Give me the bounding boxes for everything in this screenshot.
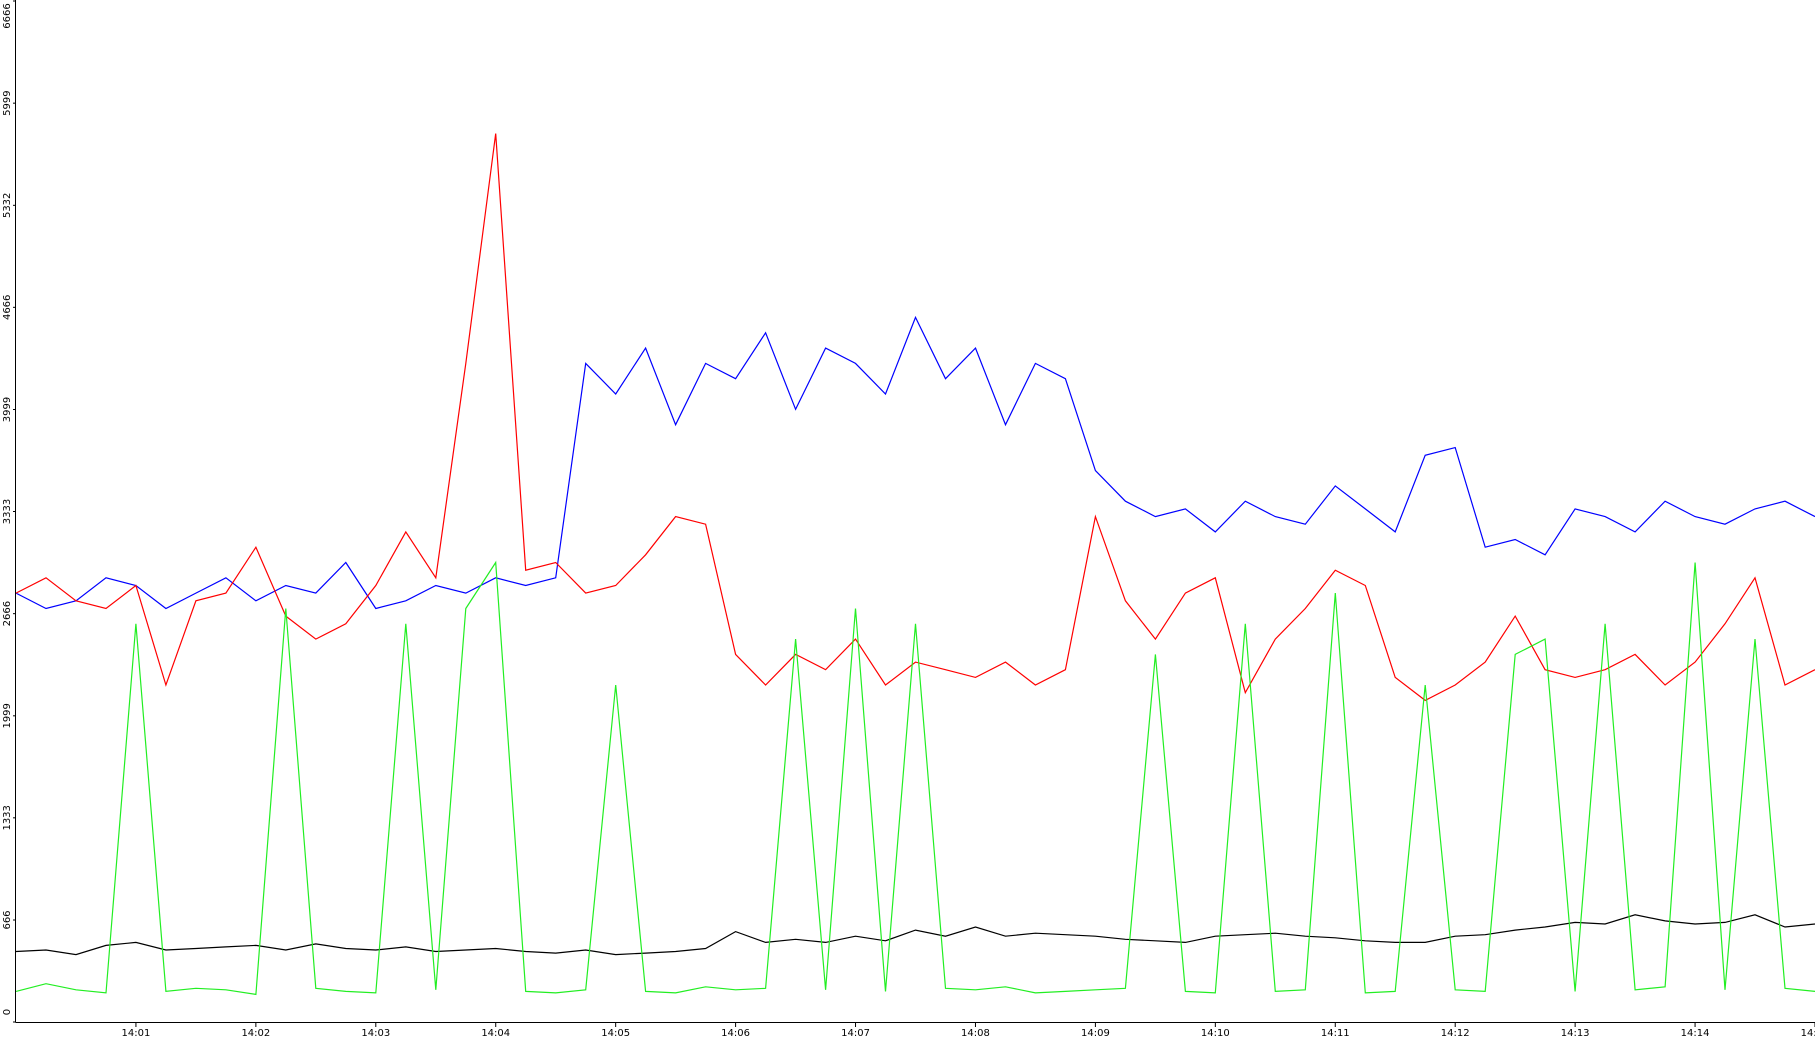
y-tick-label: 666 [2, 910, 13, 929]
x-tick-label: 14:12 [1441, 1028, 1470, 1039]
y-tick-label: 6666 [2, 3, 13, 28]
x-tick-label: 14:10 [1201, 1028, 1230, 1039]
y-tick-label: 3999 [2, 397, 13, 422]
x-tick-label: 14:15 [1801, 1028, 1815, 1039]
y-tick-label: 4666 [2, 295, 13, 320]
x-tick-label: 14:04 [481, 1028, 510, 1039]
x-tick-label: 14:14 [1681, 1028, 1710, 1039]
x-tick-label: 14:09 [1081, 1028, 1110, 1039]
x-tick-label: 14:08 [961, 1028, 990, 1039]
series-line [15, 133, 1815, 702]
x-tick-label: 14:01 [122, 1028, 151, 1039]
x-tick-label: 14:06 [721, 1028, 750, 1039]
y-tick-label: 5999 [2, 90, 13, 115]
x-tick-label: 14:13 [1561, 1028, 1590, 1039]
x-tick-label: 14:07 [841, 1028, 870, 1039]
x-tick-label: 14:03 [361, 1028, 390, 1039]
series-line [15, 560, 1815, 996]
x-tick-label: 14:11 [1321, 1028, 1350, 1039]
series-line [15, 914, 1815, 956]
x-tick-label: 14:02 [241, 1028, 270, 1039]
x-tick-label: 14:05 [601, 1028, 630, 1039]
y-tick-label: 1999 [2, 703, 13, 728]
y-tick-label: 2666 [2, 601, 13, 626]
y-tick-label: 3333 [2, 499, 13, 524]
series-line [15, 315, 1815, 610]
y-tick-label: 1333 [2, 805, 13, 830]
y-tick-label: 0 [2, 1009, 13, 1015]
y-tick-label: 5332 [2, 193, 13, 218]
